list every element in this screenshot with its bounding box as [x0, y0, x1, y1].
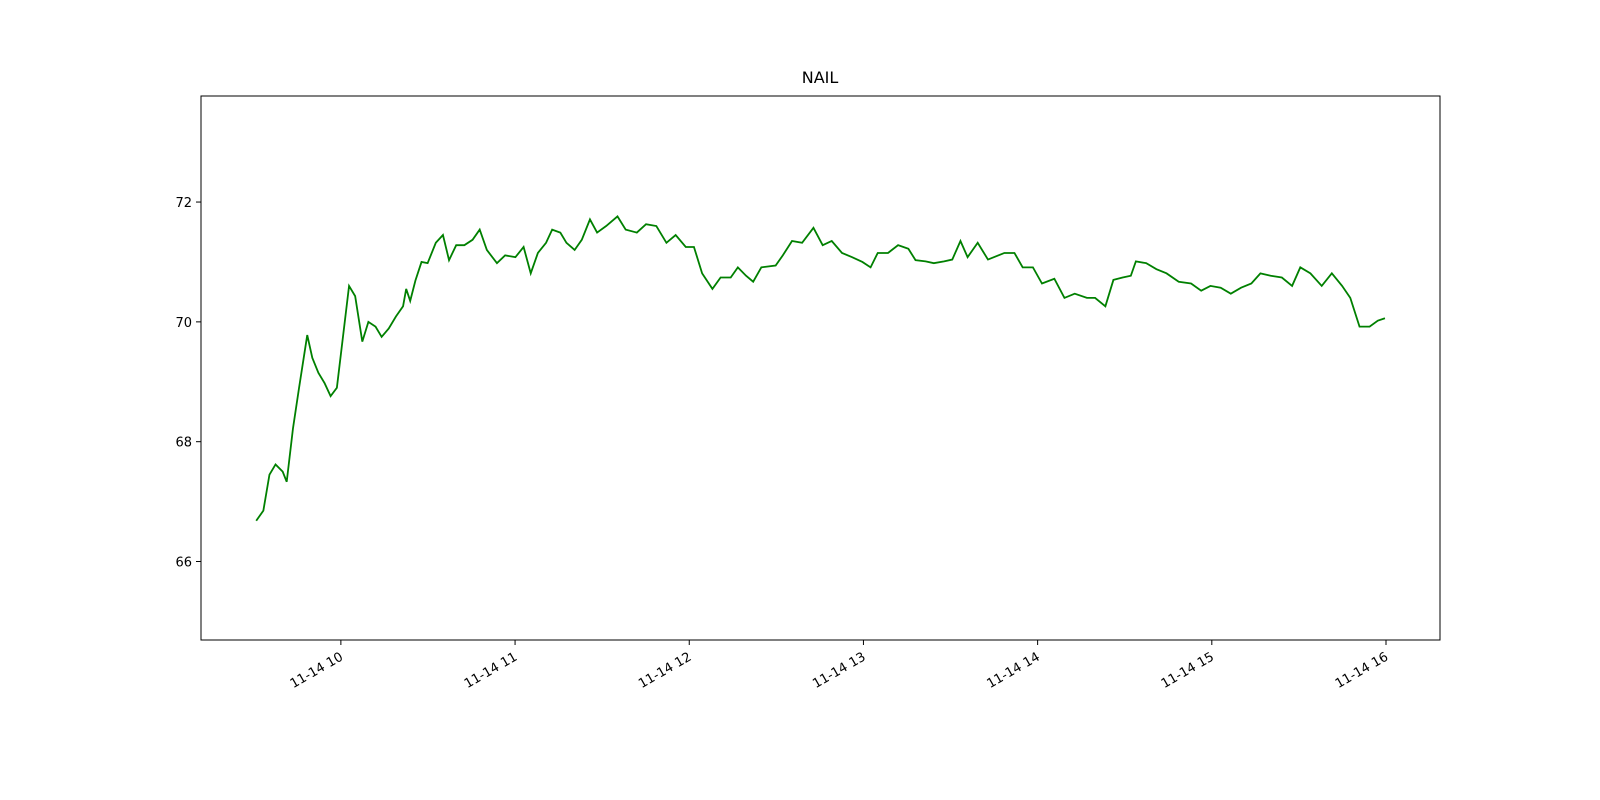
x-tick-label: 11-14 14	[985, 650, 1043, 692]
x-tick-label: 11-14 12	[636, 650, 694, 692]
x-tick-label: 11-14 13	[810, 650, 868, 692]
x-tick-label: 11-14 15	[1159, 650, 1217, 692]
y-tick-label: 72	[175, 196, 192, 211]
y-tick-label: 68	[175, 436, 192, 451]
plot-frame	[200, 95, 1441, 641]
y-tick-label: 66	[175, 556, 192, 571]
price-line	[255, 215, 1386, 522]
y-tick-label: 70	[175, 316, 192, 331]
chart-title: NAIL	[802, 68, 839, 87]
x-tick-label: 11-14 11	[462, 650, 520, 692]
x-tick-label: 11-14 16	[1333, 650, 1391, 692]
x-tick-label: 11-14 10	[288, 650, 346, 692]
